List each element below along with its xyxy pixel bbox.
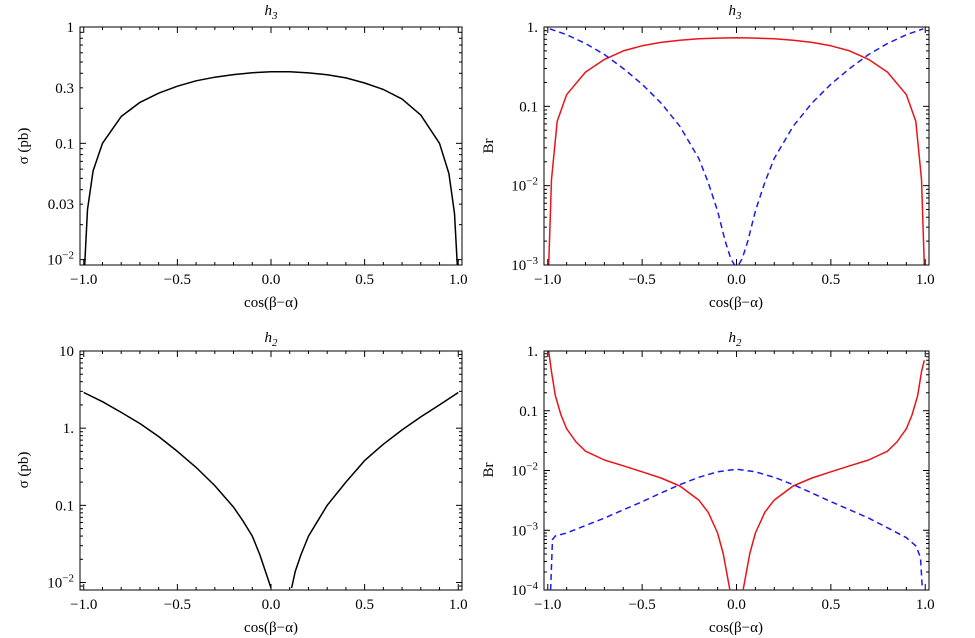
y-axis-label: σ (pb) (16, 128, 32, 165)
y-tick-10minus-4: 10−4 (511, 580, 538, 599)
y-tick-1-: 1. (63, 421, 74, 437)
y-tick-1-: 1. (527, 20, 538, 36)
series-line-red-solid-0 (547, 37, 926, 265)
x-tick-0-0: 0.0 (727, 597, 746, 613)
y-tick-labels: 10−3 10−2 0.1 1. (511, 20, 929, 274)
x-tick-0-5: 0.5 (355, 597, 374, 613)
series-line-black-1 (290, 391, 459, 589)
y-tick-10minus-3: 10−3 (511, 520, 538, 539)
x-tick-minus-0-5: −0.5 (629, 597, 656, 613)
x-tick-minus-1-0: −1.0 (534, 272, 561, 288)
title-letter: h (729, 3, 737, 19)
y-tick-10minus-2: 10−2 (511, 461, 538, 480)
panel-title: h2 (729, 330, 743, 349)
y-tick-0-1: 0.1 (55, 136, 74, 152)
x-axis-label: cos(β−α) (244, 295, 298, 311)
plot-frame (79, 350, 463, 591)
y-tick-labels: 10−2 0.1 1. 10 (47, 344, 462, 592)
x-axis-label: cos(β−α) (244, 620, 298, 636)
y-tick-0-1: 0.1 (519, 404, 538, 420)
y-tick-10minus-2: 10−2 (47, 250, 74, 269)
panel-h2-cross-section: h2 10−2 0.1 1. 10 −1.0 −0.5 0.0 0.5 1.0 cos(β−α… (16, 330, 468, 636)
title-letter: h (265, 330, 273, 346)
plot-frame (543, 350, 930, 591)
plot-marks (547, 28, 926, 265)
y-tick-0-1: 0.1 (55, 498, 74, 514)
x-tick-1-0: 1.0 (449, 597, 468, 613)
plot-marks (83, 70, 459, 265)
x-tick-minus-0-5: −0.5 (164, 272, 191, 288)
series-line-red-solid-1 (742, 360, 926, 590)
title-subscript: 3 (271, 10, 278, 22)
title-subscript: 3 (735, 10, 742, 22)
panel-h2-branching-ratio: h2 10−4 10−3 10−2 0.1 1. −1.0 −0.5 0.0 0.5 1.0 c… (481, 330, 935, 636)
y-tick-0-3: 0.3 (55, 81, 74, 97)
plot-frame (543, 26, 930, 266)
panel-h3-cross-section: h3 10−2 0.03 0.1 0.3 1 −1.0 −0.5 0.0 0.5 1.0 cos… (16, 3, 468, 311)
plot-marks (547, 351, 926, 590)
x-tick-labels: −1.0 −0.5 0.0 0.5 1.0 (534, 27, 935, 288)
y-tick-labels: 10−2 0.03 0.1 0.3 1 (47, 20, 462, 269)
x-tick-0-5: 0.5 (821, 272, 840, 288)
x-tick-labels: −1.0 −0.5 0.0 0.5 1.0 (534, 351, 935, 613)
panel-title: h3 (729, 3, 743, 22)
y-tick-10: 10 (59, 344, 74, 360)
series-line-black-0 (83, 70, 459, 265)
y-tick-labels: 10−4 10−3 10−2 0.1 1. (511, 344, 929, 599)
y-axis-label: Br (481, 138, 497, 153)
series-line-blue-dashed-1 (549, 28, 924, 265)
x-tick-1-0: 1.0 (449, 272, 468, 288)
x-tick-minus-1-0: −1.0 (534, 597, 561, 613)
title-letter: h (265, 3, 273, 19)
y-axis-label: σ (pb) (16, 452, 32, 489)
series-line-red-solid-0 (547, 351, 731, 590)
series-line-black-0 (83, 391, 272, 589)
y-tick-1: 1 (67, 20, 75, 36)
x-tick-0-0: 0.0 (727, 272, 746, 288)
panel-title: h3 (265, 3, 279, 22)
plot-frame (79, 26, 463, 266)
panel-title: h2 (265, 330, 279, 349)
x-tick-labels: −1.0 −0.5 0.0 0.5 1.0 (70, 27, 468, 288)
x-tick-labels: −1.0 −0.5 0.0 0.5 1.0 (70, 351, 468, 613)
x-axis-label: cos(β−α) (709, 295, 763, 311)
y-tick-10minus-2: 10−2 (511, 176, 538, 195)
x-tick-0-0: 0.0 (262, 597, 281, 613)
series-line-blue-dashed-2 (549, 468, 924, 590)
x-tick-minus-0-5: −0.5 (629, 272, 656, 288)
y-tick-10minus-3: 10−3 (511, 255, 538, 274)
panel-h3-branching-ratio: h3 10−3 10−2 0.1 1. −1.0 −0.5 0.0 0.5 1.0 cos(β… (481, 3, 935, 311)
x-tick-minus-1-0: −1.0 (70, 272, 97, 288)
title-subscript: 2 (272, 337, 278, 349)
x-tick-minus-0-5: −0.5 (164, 597, 191, 613)
y-tick-0-1: 0.1 (519, 99, 538, 115)
plot-marks (83, 391, 459, 589)
title-subscript: 2 (736, 337, 742, 349)
x-tick-0-0: 0.0 (262, 272, 281, 288)
x-tick-minus-1-0: −1.0 (70, 597, 97, 613)
x-axis-label: cos(β−α) (709, 620, 763, 636)
x-tick-1-0: 1.0 (916, 597, 935, 613)
x-tick-0-5: 0.5 (821, 597, 840, 613)
y-tick-10minus-2: 10−2 (47, 573, 74, 592)
title-letter: h (729, 330, 737, 346)
x-tick-1-0: 1.0 (916, 272, 935, 288)
y-tick-1-: 1. (527, 344, 538, 360)
x-tick-0-5: 0.5 (355, 272, 374, 288)
y-axis-label: Br (481, 462, 497, 477)
y-tick-0-03: 0.03 (48, 197, 74, 213)
